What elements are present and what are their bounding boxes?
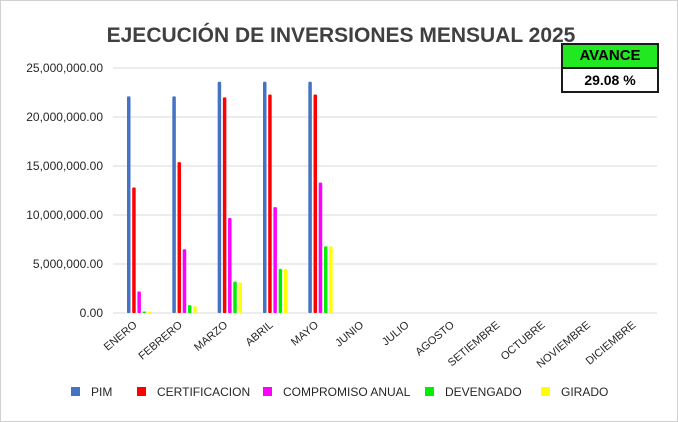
x-tick-label: JUNIO (333, 319, 366, 350)
avance-box: AVANCE 29.08 % (561, 43, 659, 93)
bar-pim-abril (263, 81, 267, 313)
bar-girado-febrero (193, 306, 197, 313)
bar-compromiso-anual-enero (137, 291, 141, 313)
bar-certificacion-enero (132, 187, 136, 313)
bar-devengado-mayo (323, 246, 328, 313)
x-tick-label: JULIO (380, 319, 412, 349)
avance-label: AVANCE (563, 45, 657, 69)
gridlines (113, 67, 657, 314)
legend-swatch (263, 387, 272, 396)
bar-certificacion-abril (268, 94, 272, 314)
bar-certificacion-marzo (222, 97, 227, 314)
bar-compromiso-anual-marzo (228, 217, 232, 313)
x-tick-label: MARZO (192, 319, 230, 354)
legend-swatch (71, 387, 80, 396)
x-tick-label: ABRIL (244, 319, 276, 349)
legend-label: GIRADO (561, 385, 608, 399)
bar-girado-mayo (329, 246, 333, 313)
bar-pim-enero (127, 96, 131, 313)
legend-swatch (425, 387, 434, 396)
legend-label: CERTIFICACION (157, 385, 250, 399)
bars (127, 81, 333, 314)
bar-pim-mayo (308, 81, 312, 313)
bar-certificacion-febrero (177, 162, 182, 313)
bar-compromiso-anual-abril (273, 207, 277, 313)
bar-devengado-febrero (187, 305, 192, 313)
bar-compromiso-anual-febrero (182, 249, 187, 313)
x-tick-label: DICIEMBRE (584, 319, 639, 367)
chart-title: EJECUCIÓN DE INVERSIONES MENSUAL 2025 (107, 23, 576, 47)
y-tick-label: 15,000,000.00 (26, 159, 103, 173)
legend-swatch (541, 387, 550, 396)
bar-pim-marzo (217, 81, 222, 313)
y-tick-label: 10,000,000.00 (26, 208, 103, 222)
y-tick-label: 25,000,000.00 (26, 61, 103, 75)
x-tick-label: FEBRERO (136, 319, 185, 363)
bar-girado-enero (147, 312, 152, 313)
legend: PIM CERTIFICACION COMPROMISO ANUAL DEVENGAD… (71, 385, 608, 399)
bar-certificacion-mayo (313, 94, 318, 314)
y-tick-label: 20,000,000.00 (26, 110, 103, 124)
y-tick-label: 0.00 (80, 306, 104, 320)
legend-label: PIM (91, 385, 112, 399)
avance-value: 29.08 % (584, 72, 636, 88)
y-axis-ticks: 0.00 5,000,000.00 10,000,000.00 15,000,000.… (26, 61, 103, 320)
bar-devengado-enero (142, 311, 147, 313)
bar-pim-febrero (172, 96, 176, 313)
y-tick-label: 5,000,000.00 (33, 257, 103, 271)
bar-compromiso-anual-mayo (318, 182, 323, 313)
legend-swatch (137, 387, 146, 396)
legend-label: DEVENGADO (445, 385, 522, 399)
bar-girado-abril (283, 268, 288, 313)
bar-devengado-marzo (233, 281, 237, 313)
x-tick-label: ENERO (102, 319, 140, 354)
bar-devengado-abril (278, 268, 283, 313)
legend-label: COMPROMISO ANUAL (283, 385, 411, 399)
x-tick-label: AGOSTO (413, 319, 457, 359)
x-tick-label: MAYO (289, 319, 321, 349)
bar-girado-marzo (238, 282, 242, 313)
